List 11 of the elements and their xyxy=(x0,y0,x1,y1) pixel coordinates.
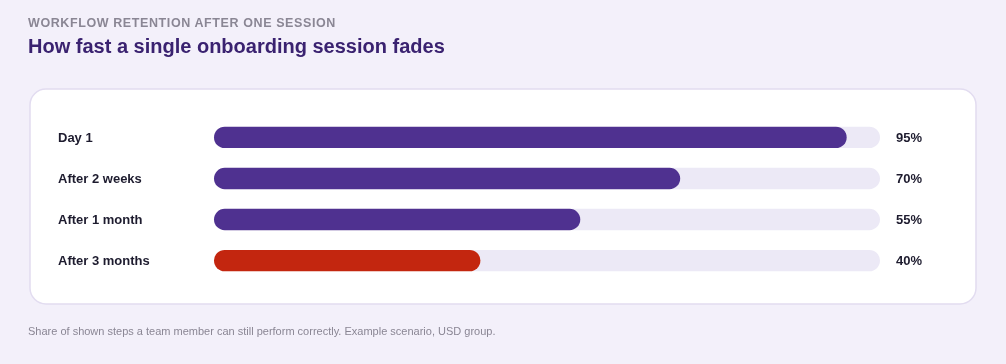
data-label: 70% xyxy=(896,171,923,187)
chart-title: How fast a single onboarding session fades xyxy=(28,35,445,57)
data-label: 55% xyxy=(896,212,923,228)
data-label: 95% xyxy=(896,129,923,145)
data-label: 40% xyxy=(896,253,923,269)
y-tick-label: After 2 weeks xyxy=(58,171,142,187)
text: Share of shown steps a team member can still perform correctly. Example scenario, USD group. xyxy=(28,325,496,337)
y-tick-label: After 3 months xyxy=(58,253,150,269)
y-tick-label: Day 1 xyxy=(58,129,93,145)
y-tick-label: After 1 month xyxy=(58,212,143,228)
chart-subtitle: WORKFLOW RETENTION AFTER ONE SESSION xyxy=(28,16,336,30)
